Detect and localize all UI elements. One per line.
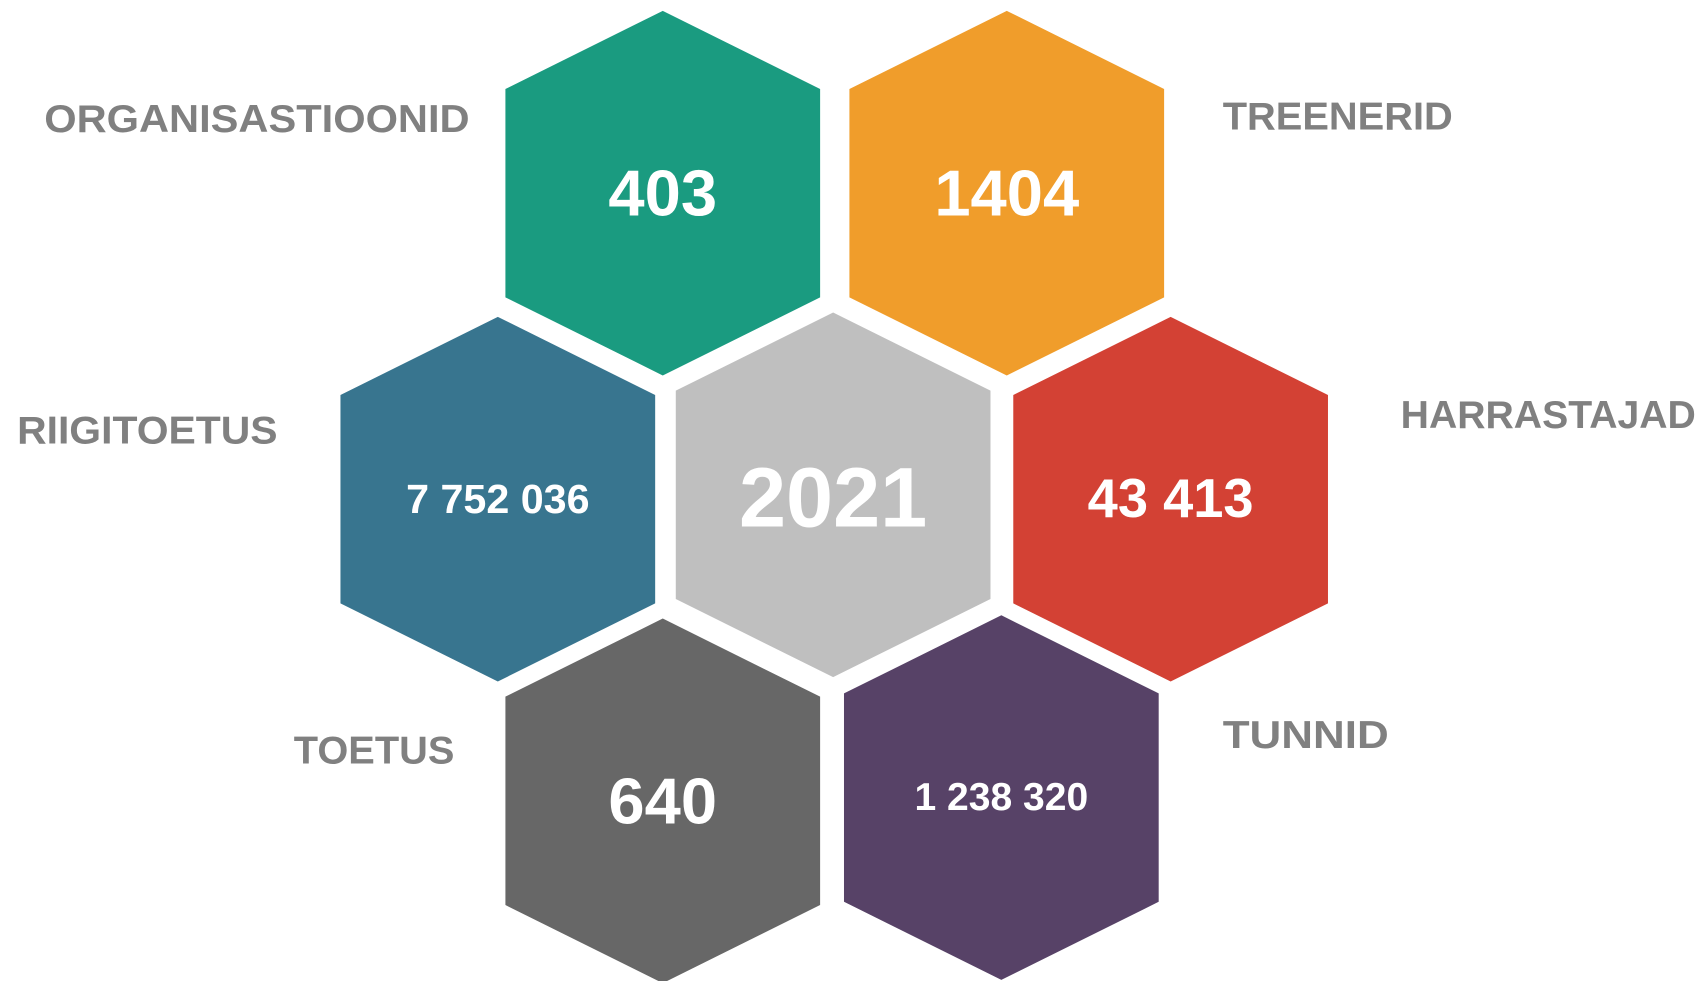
center-hexagon bbox=[675, 312, 991, 678]
hexagon bbox=[843, 615, 1159, 980]
node-label: TUNNID bbox=[1223, 714, 1389, 757]
hexagon bbox=[849, 10, 1165, 376]
node-value: 1404 bbox=[934, 157, 1079, 230]
node-label: HARRASTAJAD bbox=[1401, 394, 1696, 437]
node-label: TREENERID bbox=[1223, 96, 1453, 139]
node-value: 640 bbox=[608, 764, 717, 837]
hexagon bbox=[505, 10, 821, 376]
center-value: 2021 bbox=[739, 450, 927, 545]
node-value: 1 238 320 bbox=[914, 776, 1088, 819]
node-label: TOETUS bbox=[294, 729, 455, 772]
node-value: 43 413 bbox=[1088, 469, 1254, 529]
node-label: RIIGITOETUS bbox=[17, 409, 277, 452]
node-value: 403 bbox=[608, 157, 717, 230]
hexagon bbox=[1013, 316, 1328, 682]
hexagon bbox=[505, 618, 821, 981]
node-label: ORGANISASTIOONID bbox=[44, 98, 469, 141]
node-value: 7 752 036 bbox=[406, 476, 589, 522]
hexagon bbox=[340, 316, 656, 682]
